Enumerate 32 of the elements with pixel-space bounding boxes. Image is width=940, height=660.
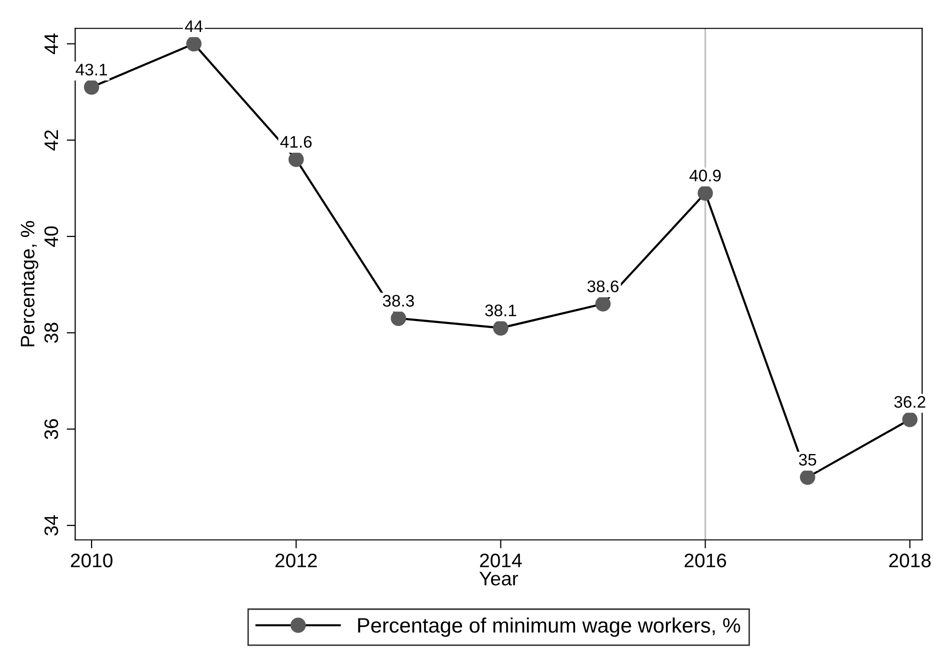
point (390, 310, 406, 326)
y-tick-label: 42 (44, 130, 58, 150)
data-label: 40.9 (689, 170, 721, 182)
point (800, 470, 816, 485)
y-tick-label: 44 (44, 34, 58, 54)
y-tick-label: 38 (44, 322, 58, 343)
data-label: 38.1 (485, 304, 516, 316)
point (288, 152, 304, 168)
y-tick-label: 34 (44, 515, 58, 536)
x-tick-label: 2010 (70, 554, 112, 568)
data-label: 43.1 (76, 64, 107, 76)
x-tick-label: 2014 (480, 554, 522, 568)
data-label: 41.6 (280, 136, 312, 148)
point (186, 36, 202, 52)
data-label: 35 (798, 454, 816, 466)
data-label: 38.6 (587, 280, 618, 292)
x-axis-title: Year (479, 572, 518, 586)
y-tick-label: 36 (44, 419, 58, 440)
point (595, 296, 611, 312)
y-tick-label: 40 (44, 226, 58, 247)
x-tick-label: 2018 (889, 554, 931, 568)
x-tick-label: 2012 (275, 554, 317, 568)
point (902, 412, 918, 428)
data-label: 38.3 (382, 294, 414, 307)
point (493, 320, 508, 336)
y-axis-title: Percentage, % (20, 221, 38, 346)
legend-label: Percentage of minimum wage workers, % (358, 617, 740, 637)
data-label: 44 (184, 20, 203, 32)
point (84, 80, 100, 95)
point (698, 185, 713, 201)
x-tick-label: 2016 (684, 554, 726, 568)
data-label: 36.2 (894, 396, 926, 408)
